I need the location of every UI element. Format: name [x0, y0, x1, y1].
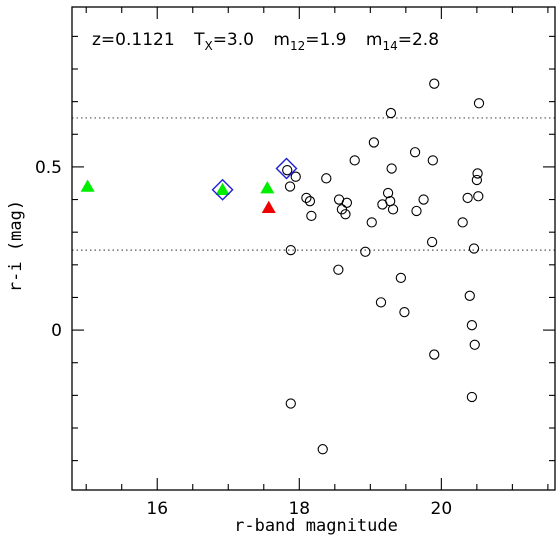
- open-circle-point: [395, 272, 407, 284]
- annotation-m14: m: [366, 30, 383, 50]
- plot-frame: [71, 6, 556, 491]
- x-tick-label: 16: [146, 499, 168, 519]
- open-circle-point: [382, 187, 394, 199]
- open-circle-point: [427, 155, 438, 166]
- open-circle-point: [466, 391, 478, 403]
- annotation-m12-value: =1.9: [305, 30, 346, 50]
- open-circle-point: [301, 192, 312, 204]
- open-circle-point: [409, 147, 421, 158]
- x-tick-label: 18: [288, 499, 310, 519]
- open-circle-point: [290, 171, 301, 182]
- triangle-point: [80, 179, 95, 192]
- x-tick-label: 20: [431, 499, 453, 519]
- open-circle-point: [341, 197, 353, 208]
- open-circle-point: [469, 339, 480, 350]
- y-axis-label: r-i (mag): [6, 200, 26, 292]
- annotation-tx: T: [193, 30, 205, 50]
- open-circle-point: [426, 236, 438, 248]
- open-circle-point: [473, 98, 485, 109]
- open-circle-point: [399, 306, 410, 318]
- open-circle-point: [472, 168, 483, 179]
- open-circle-point: [284, 181, 296, 192]
- open-circle-point: [429, 78, 440, 89]
- open-circle-point: [466, 320, 478, 331]
- open-circle-point: [468, 243, 480, 254]
- open-circle-point: [471, 174, 483, 186]
- open-circle-point: [375, 297, 387, 308]
- annotation-m14-sub: 14: [382, 39, 397, 53]
- open-circle-point: [462, 192, 473, 204]
- open-circle-point: [429, 349, 440, 360]
- open-circle-point: [368, 137, 380, 148]
- open-circle-point: [340, 209, 351, 220]
- open-circle-point: [457, 217, 468, 228]
- open-circle-point: [366, 217, 377, 228]
- annotation-redshift: z=0.1121: [92, 30, 175, 50]
- open-circle-point: [411, 205, 422, 217]
- open-circle-point: [385, 107, 397, 119]
- open-circle-point: [387, 204, 399, 215]
- annotation-tx-value: =3.0: [213, 30, 254, 50]
- open-circle-point: [333, 264, 344, 275]
- annotation-tx-sub: X: [204, 39, 212, 53]
- open-circle-point: [321, 173, 332, 184]
- open-circle-point: [285, 244, 296, 256]
- annotation-m12: m: [273, 30, 290, 50]
- open-circle-point: [306, 210, 317, 222]
- open-circle-point: [386, 163, 397, 174]
- reference-lines: [72, 117, 555, 251]
- annotation-m12-sub: 12: [290, 39, 305, 53]
- open-circle-point: [285, 398, 296, 409]
- triangle-point: [260, 181, 275, 194]
- tick-labels: 16 18 20 0 0.5: [35, 158, 452, 519]
- open-circle-point: [317, 444, 328, 455]
- x-axis-label: r-band magnitude: [234, 516, 398, 536]
- triangle-point: [215, 182, 230, 196]
- open-circle-point: [360, 246, 371, 257]
- open-circle-point: [349, 155, 360, 166]
- open-circle-point: [418, 194, 429, 205]
- open-circle-point: [304, 196, 316, 207]
- open-circle-point: [282, 165, 293, 176]
- y-tick-label: 0.5: [35, 158, 62, 178]
- annotation-text: z=0.1121 TX=3.0 m12=1.9 m14=2.8: [92, 30, 439, 53]
- open-circle-point: [464, 290, 475, 301]
- diamond-marker: [275, 157, 298, 180]
- open-circle-point: [473, 191, 484, 202]
- y-tick-label: 0: [51, 321, 62, 341]
- annotation-m14-value: =2.8: [398, 30, 439, 50]
- triangle-point: [261, 200, 276, 213]
- axis-ticks: [72, 7, 555, 490]
- data-marks: [80, 78, 485, 455]
- diamond-marker: [211, 178, 234, 201]
